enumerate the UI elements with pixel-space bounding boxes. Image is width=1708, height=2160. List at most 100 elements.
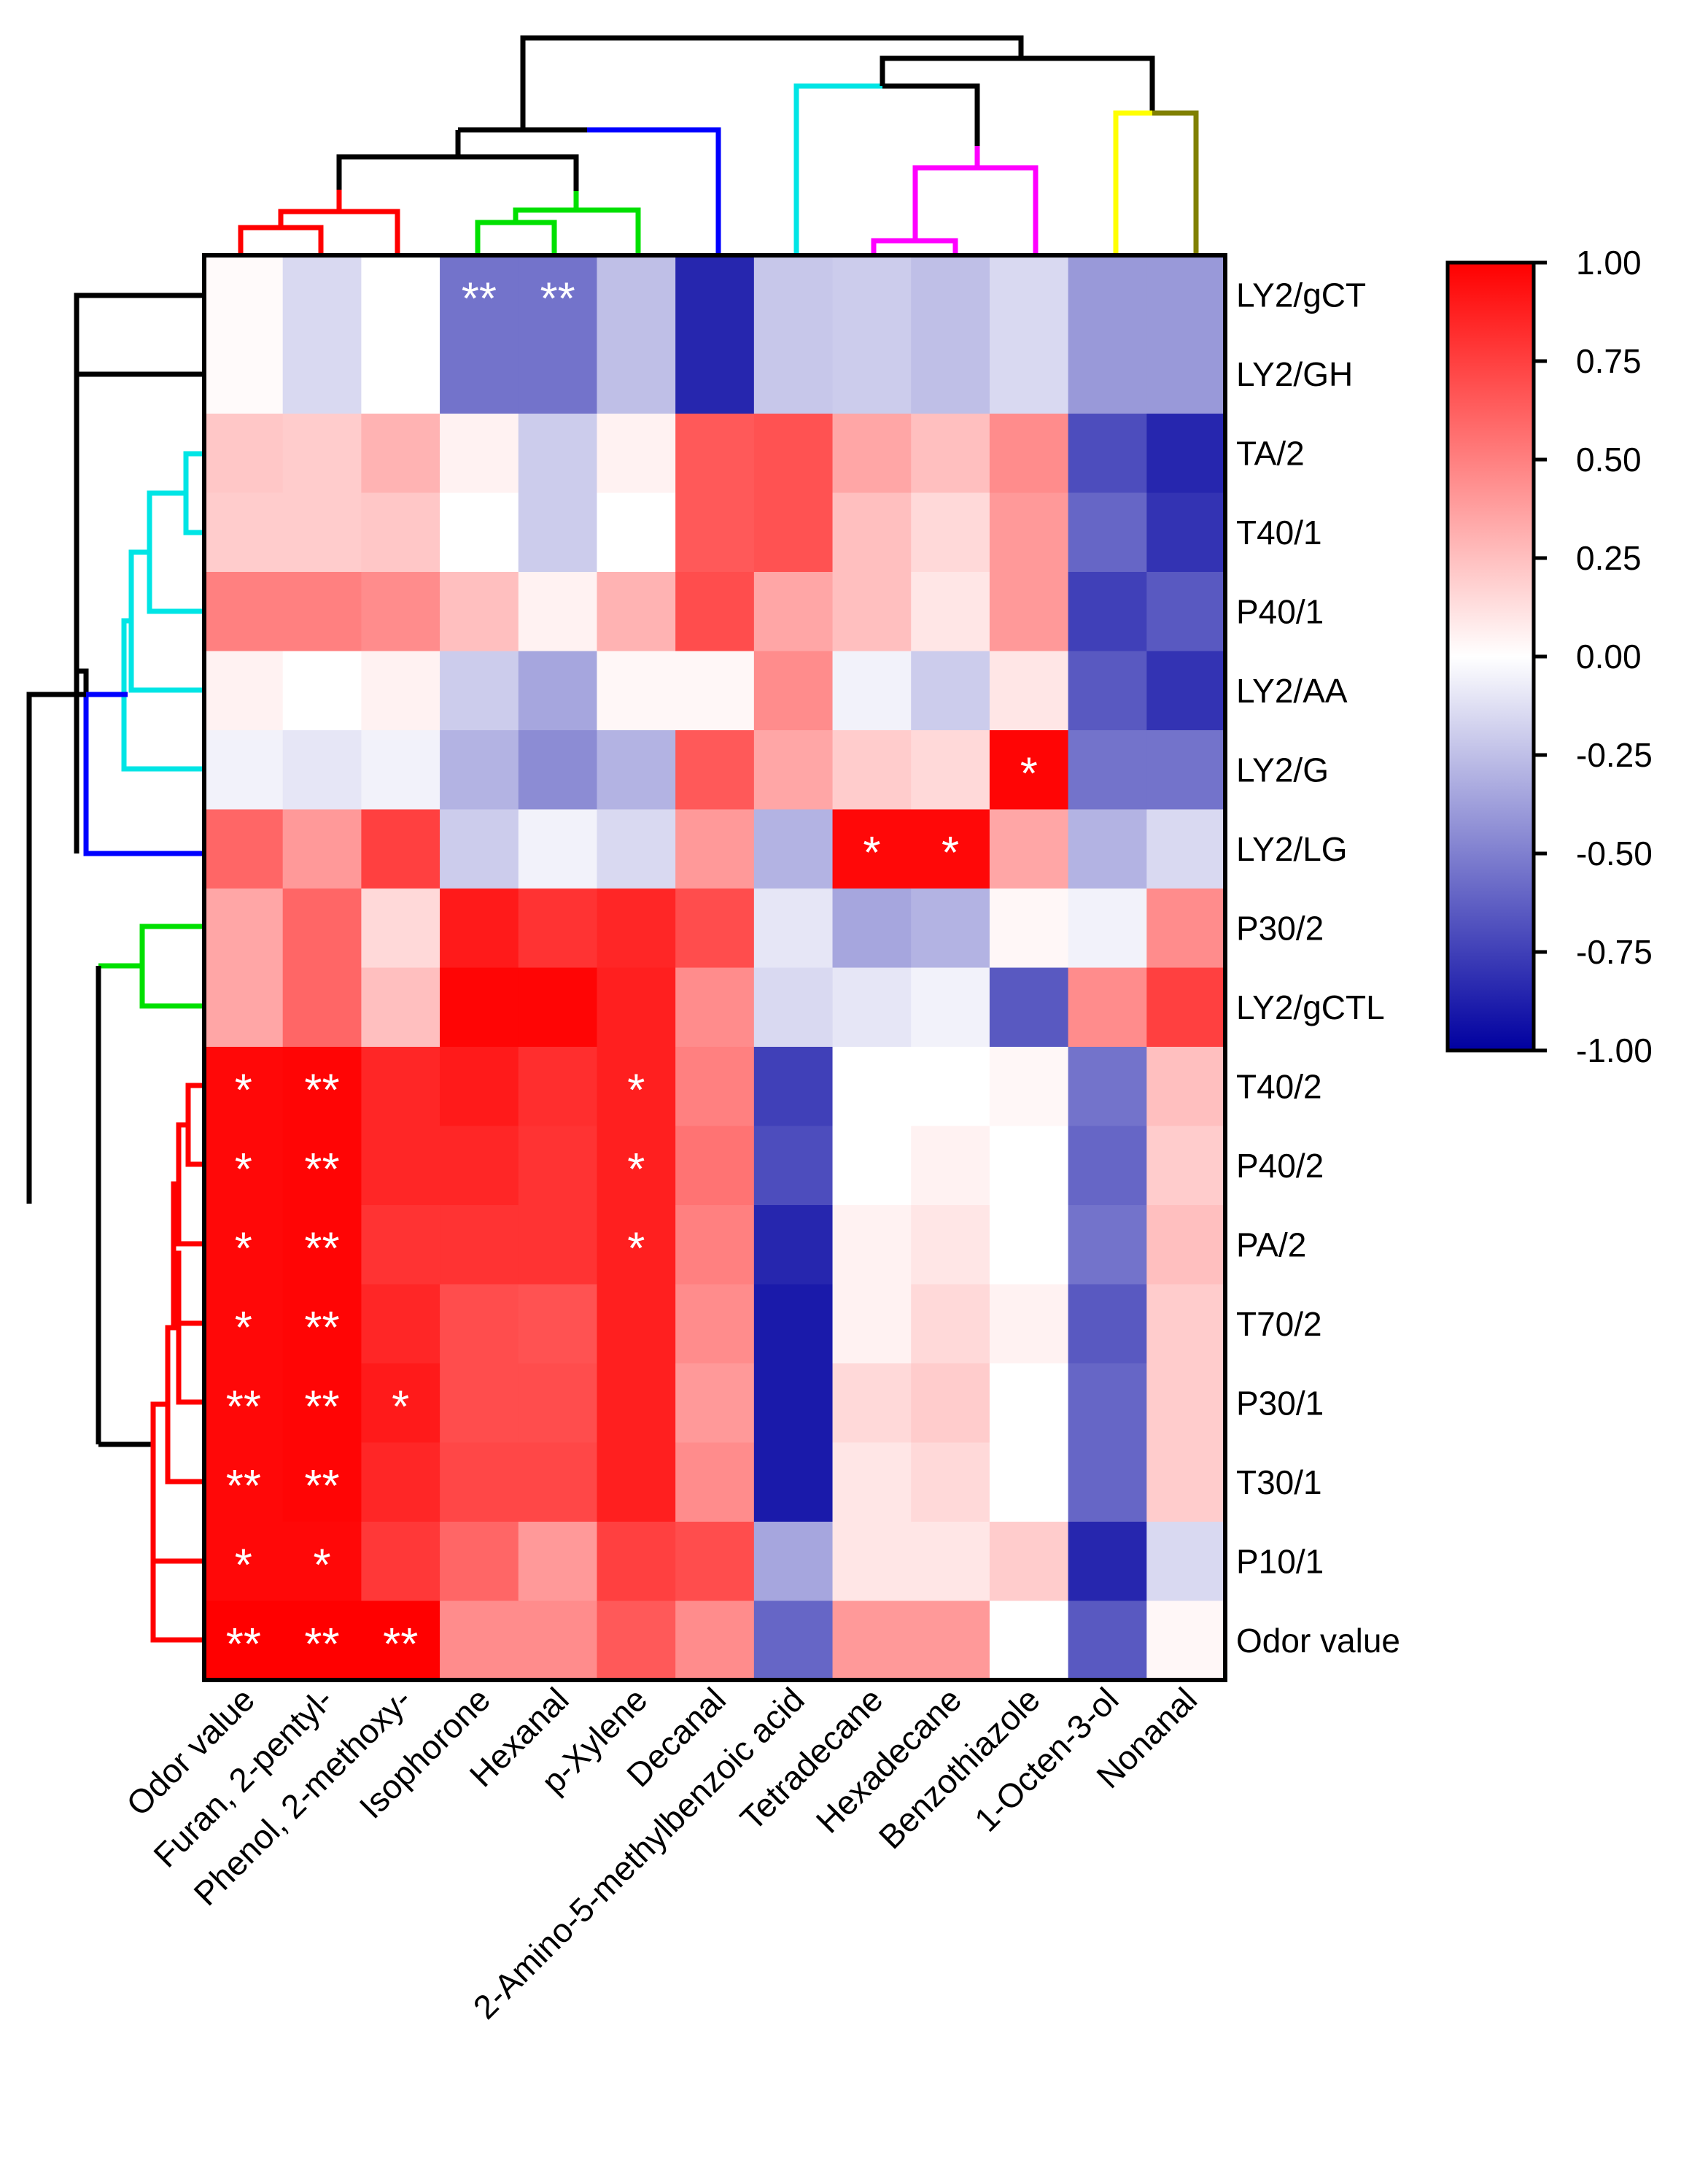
heatmap-cell (832, 1126, 912, 1206)
heatmap-cell (282, 651, 362, 731)
heatmap-cell (911, 255, 990, 336)
heatmap-cell (518, 889, 598, 969)
heatmap-cell (1068, 809, 1147, 889)
heatmap-cell (204, 967, 284, 1048)
row-dendro-blue-branch (83, 692, 204, 856)
heatmap-cell (597, 1126, 676, 1206)
significance-marker: * (627, 1065, 645, 1115)
heatmap-cell (753, 334, 834, 414)
heatmap-cell (753, 1600, 834, 1681)
heatmap-cell (361, 967, 440, 1048)
heatmap-cell (1068, 889, 1147, 969)
heatmap-cell (1146, 1363, 1226, 1444)
heatmap-cell (440, 414, 519, 494)
heatmap-cell (1146, 967, 1226, 1048)
heatmap-cell (440, 1047, 519, 1127)
heatmap-cell (361, 1205, 440, 1285)
heatmap-cell (1068, 730, 1147, 810)
heatmap-cell (518, 1126, 598, 1206)
heatmap-cell (597, 572, 676, 652)
heatmap-cell (597, 730, 676, 810)
heatmap-cell (911, 967, 990, 1048)
heatmap-cell (282, 492, 362, 573)
heatmap-cell (675, 1522, 755, 1602)
heatmap-cell (282, 414, 362, 494)
significance-marker: * (627, 1145, 645, 1195)
row-label: P40/2 (1236, 1147, 1324, 1185)
heatmap-cell (1146, 730, 1226, 810)
row-label: Odor value (1236, 1622, 1400, 1660)
heatmap-cell (597, 1600, 676, 1681)
heatmap-cell (675, 1600, 755, 1681)
heatmap-cell (204, 651, 284, 731)
heatmap-cell (989, 1522, 1069, 1602)
heatmap-cell (518, 1600, 598, 1681)
heatmap-cell (518, 414, 598, 494)
heatmap-cell (753, 1363, 834, 1444)
heatmap-cell (911, 414, 990, 494)
row-label: TA/2 (1236, 434, 1305, 472)
heatmap-cell (597, 651, 676, 731)
heatmap-cell (911, 1442, 990, 1522)
heatmap-cell (675, 1126, 755, 1206)
heatmap-cell (832, 1600, 912, 1681)
heatmap-cell (440, 809, 519, 889)
heatmap-cell (597, 1363, 676, 1444)
heatmap-cell (361, 572, 440, 652)
significance-marker: * (235, 1303, 252, 1353)
heatmap-cell (911, 492, 990, 573)
heatmap-cell (832, 967, 912, 1048)
heatmap-cell (1068, 334, 1147, 414)
significance-marker: ** (304, 1145, 339, 1195)
heatmap-cell (675, 1205, 755, 1285)
heatmap-cell (832, 1442, 912, 1522)
significance-marker: ** (304, 1619, 339, 1670)
colorbar-tick-label: 0.00 (1576, 638, 1642, 676)
heatmap-cell (1146, 1205, 1226, 1285)
col-dendro-blue-branch (587, 127, 721, 255)
heatmap-cell (518, 1047, 598, 1127)
heatmap-cell (518, 572, 598, 652)
row-dendro-red-branch (150, 1083, 204, 1643)
heatmap-cell (832, 414, 912, 494)
heatmap-cell (204, 889, 284, 969)
heatmap-cell (597, 889, 676, 969)
heatmap-cell (361, 492, 440, 573)
heatmap-cell (989, 334, 1069, 414)
colorbar-tick-label: 0.50 (1576, 441, 1642, 479)
row-label: T40/1 (1236, 514, 1322, 551)
heatmap-cell (440, 572, 519, 652)
row-label: LY2/GH (1236, 355, 1353, 393)
row-label: P10/1 (1236, 1542, 1324, 1580)
heatmap-cell (597, 809, 676, 889)
heatmap-cell (1146, 1522, 1226, 1602)
heatmap-cell (597, 334, 676, 414)
heatmap-cell (753, 889, 834, 969)
col-dendro-red-branch (238, 190, 400, 255)
heatmap-cell (361, 730, 440, 810)
colorbar-tick-label: -0.75 (1576, 933, 1653, 971)
heatmap-cell (282, 1600, 362, 1681)
heatmap-cell (753, 1205, 834, 1285)
heatmap-cell (1146, 255, 1226, 336)
heatmap-cell (832, 1522, 912, 1602)
heatmap-cell (1146, 572, 1226, 652)
heatmap-cell (282, 334, 362, 414)
significance-marker: ** (383, 1619, 418, 1670)
heatmap-cell (518, 334, 598, 414)
heatmap-cell (753, 414, 834, 494)
heatmap-cell (675, 651, 755, 731)
heatmap-cell (1146, 492, 1226, 573)
heatmap-cell (675, 889, 755, 969)
row-label: LY2/AA (1236, 672, 1348, 710)
heatmap-cell (675, 492, 755, 573)
heatmap-cell (518, 967, 598, 1048)
colorbar-tick-label: -0.50 (1576, 835, 1653, 872)
row-label: LY2/LG (1236, 830, 1348, 868)
significance-marker: ** (462, 274, 497, 324)
heatmap-cell (204, 414, 284, 494)
heatmap-cell (911, 1522, 990, 1602)
heatmap-cell (282, 730, 362, 810)
col-dendro-magenta-branch (871, 146, 1039, 255)
heatmap-cell (1068, 572, 1147, 652)
